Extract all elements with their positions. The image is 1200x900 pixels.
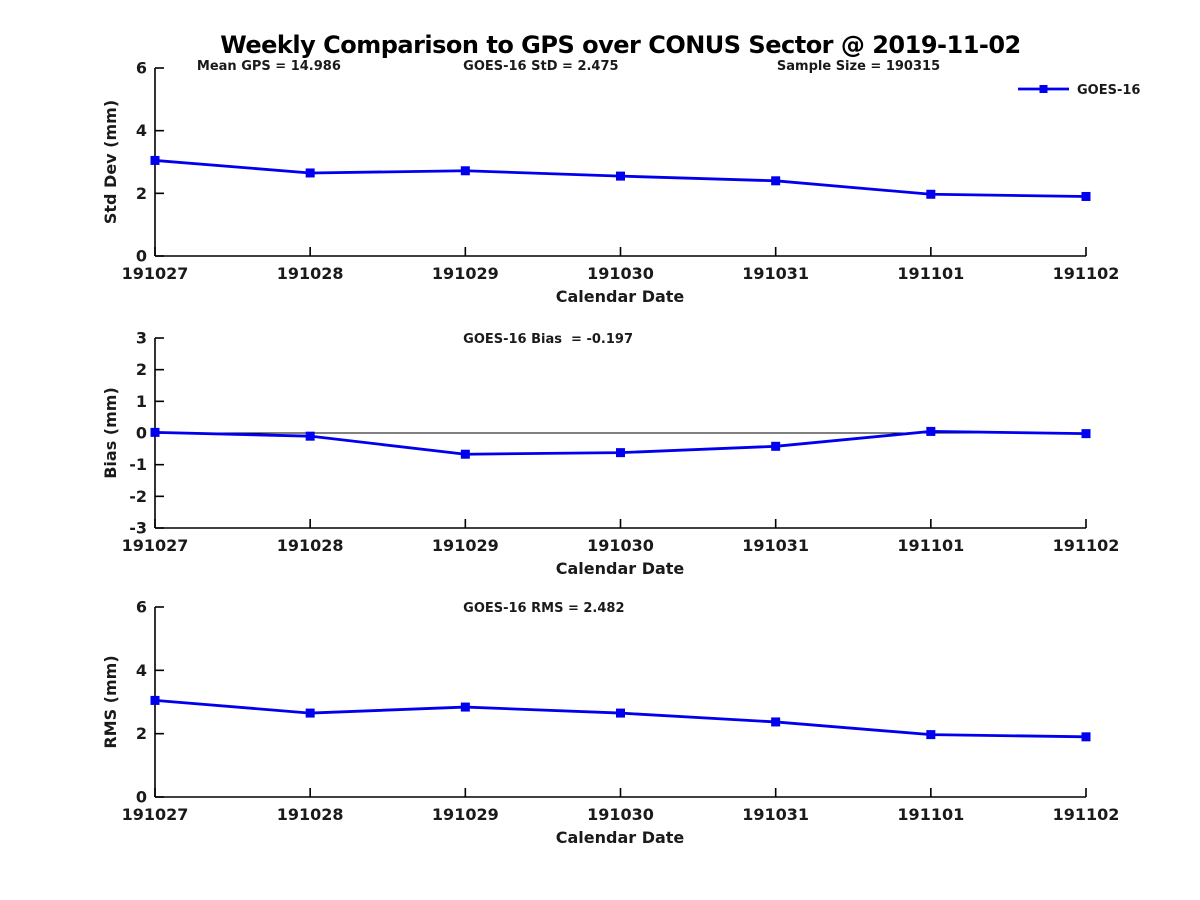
legend-label: GOES-16 [1077, 83, 1140, 98]
std-dev-y-tick-label: 2 [136, 184, 147, 203]
std-dev-x-tick-label: 191101 [897, 264, 964, 283]
std-dev-x-tick-label: 191027 [122, 264, 189, 283]
rms-data-point-marker [1081, 732, 1091, 742]
rms-series-line [154, 699, 1087, 739]
std-dev-y-tick-label: 6 [136, 59, 147, 78]
bias-x-tick-label: 191027 [122, 536, 189, 555]
bias-y-tick-label: -3 [129, 519, 147, 538]
bias-x-tick-label: 191030 [587, 536, 654, 555]
rms-data-point-marker [616, 708, 625, 718]
std-dev-data-point-marker [616, 171, 625, 181]
rms-x-tick-label: 191031 [742, 805, 809, 824]
rms-data-point-marker [305, 708, 315, 718]
rms-x-tick-label: 191102 [1053, 805, 1120, 824]
bias-data-point-marker [926, 426, 936, 436]
std-dev-x-tick-label: 191102 [1053, 264, 1120, 283]
bias-data-point-marker [771, 441, 781, 451]
rms-x-tick-label: 191101 [897, 805, 964, 824]
std-dev-data-point-marker [305, 168, 315, 178]
rms-y-tick-label: 4 [136, 661, 147, 680]
rms-y-tick-label: 0 [136, 788, 147, 807]
rms-data-point-marker [926, 730, 936, 740]
std-dev-y-tick-label: 4 [136, 121, 147, 140]
std-dev-x-axis-label: Calendar Date [556, 287, 685, 306]
bias-data-point-marker [305, 431, 315, 441]
std-dev-data-point-marker [926, 189, 936, 199]
std-dev-x-tick-label: 191029 [432, 264, 499, 283]
bias-x-axis-label: Calendar Date [556, 559, 685, 578]
bias-data-point-marker [1081, 429, 1091, 439]
rms-x-tick-label: 191027 [122, 805, 189, 824]
std-dev-data-point-marker [150, 155, 160, 165]
bias-data-point-marker [150, 427, 160, 437]
rms-x-tick-label: 191029 [432, 805, 499, 824]
bias-y-tick-label: 2 [136, 360, 147, 379]
chart-title: Weekly Comparison to GPS over CONUS Sect… [220, 31, 1021, 59]
rms-data-point-marker [150, 695, 160, 705]
rms-x-axis-label: Calendar Date [556, 828, 685, 847]
rms-x-tick-label: 191030 [587, 805, 654, 824]
bias-x-tick-label: 191101 [897, 536, 964, 555]
bias-x-tick-label: 191029 [432, 536, 499, 555]
std-dev-annotation: Mean GPS = 14.986 [197, 59, 341, 74]
std-dev-y-tick-label: 0 [136, 247, 147, 266]
rms-y-tick-label: 6 [136, 598, 147, 617]
bias-data-point-marker [460, 449, 470, 459]
bias-y-tick-label: 0 [136, 424, 147, 443]
bias-data-point-marker [616, 448, 625, 458]
bias-y-tick-label: -2 [129, 487, 147, 506]
std-dev-data-point-marker [1081, 191, 1091, 201]
bias-x-tick-label: 191028 [277, 536, 344, 555]
rms-annotation: GOES-16 RMS = 2.482 [463, 601, 624, 616]
std-dev-y-axis-label: Std Dev (mm) [101, 100, 120, 224]
rms-y-tick-label: 2 [136, 724, 147, 743]
std-dev-data-point-marker [460, 166, 470, 176]
std-dev-data-point-marker [771, 176, 781, 186]
rms-data-point-marker [771, 717, 781, 727]
std-dev-annotation: Sample Size = 190315 [777, 59, 940, 74]
bias-y-tick-label: 3 [136, 329, 147, 348]
bias-x-tick-label: 191031 [742, 536, 809, 555]
bias-y-tick-label: -1 [129, 455, 147, 474]
bias-y-axis-label: Bias (mm) [101, 387, 120, 479]
rms-x-tick-label: 191028 [277, 805, 344, 824]
rms-y-axis-label: RMS (mm) [101, 655, 120, 748]
std-dev-x-tick-label: 191030 [587, 264, 654, 283]
legend-marker [1039, 85, 1048, 93]
std-dev-x-tick-label: 191028 [277, 264, 344, 283]
rms-data-point-marker [460, 702, 470, 712]
bias-annotation: GOES-16 Bias = -0.197 [463, 332, 633, 347]
bias-x-tick-label: 191102 [1053, 536, 1120, 555]
std-dev-x-tick-label: 191031 [742, 264, 809, 283]
bias-y-tick-label: 1 [136, 392, 147, 411]
std-dev-annotation: GOES-16 StD = 2.475 [463, 59, 618, 74]
